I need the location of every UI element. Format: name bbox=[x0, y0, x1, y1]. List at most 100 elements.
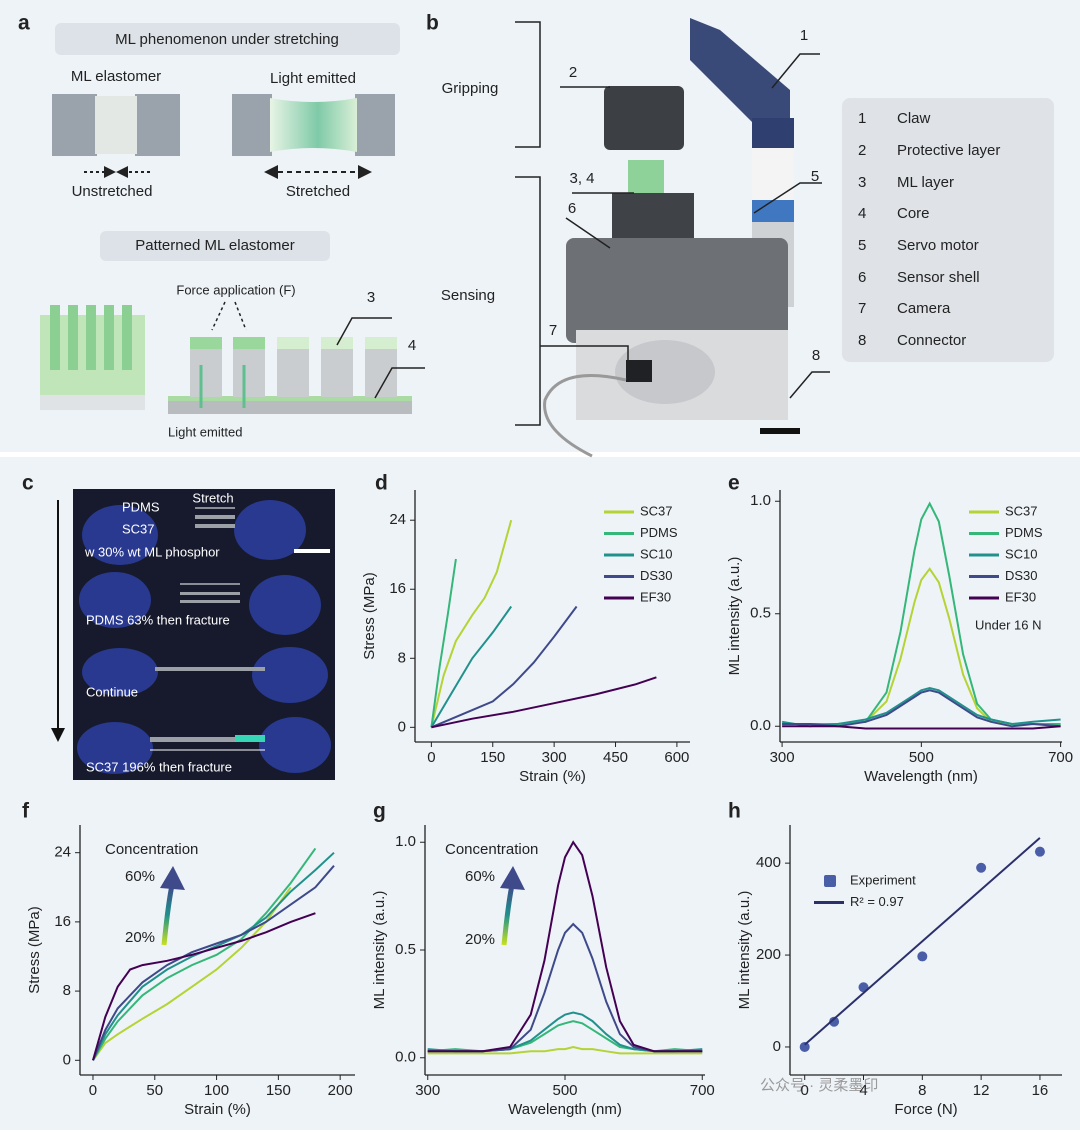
panel-label: a bbox=[18, 12, 30, 35]
label: Force application (F) bbox=[176, 282, 295, 297]
callout: 6 bbox=[568, 200, 576, 217]
annotation: Concentration bbox=[105, 841, 198, 858]
y-tick-label: 8 bbox=[63, 982, 71, 999]
bracket bbox=[515, 21, 541, 426]
legend-box bbox=[842, 98, 1054, 362]
ml-layer bbox=[628, 160, 664, 194]
protective-layer bbox=[604, 86, 684, 150]
y-tick-label: 0.0 bbox=[395, 1049, 416, 1066]
y-axis-label: ML intensity (a.u.) bbox=[736, 891, 753, 1010]
comb bbox=[190, 337, 397, 408]
y-tick-label: 0.0 bbox=[750, 717, 771, 734]
base-top bbox=[566, 238, 788, 343]
panel-label: b bbox=[426, 12, 439, 35]
watermark: 公众号 · 灵柔墨印 bbox=[760, 1077, 878, 1094]
x-tick-label: 600 bbox=[664, 749, 689, 766]
chart: e 300 500 700 0.0 0.5 1.0 Wavelength (nm) ML int… bbox=[726, 472, 1073, 785]
x-tick-label: 12 bbox=[973, 1082, 990, 1099]
pillar-base bbox=[40, 395, 145, 410]
panel-b: b Gripping Sensing 1 2 3, 4 5 6 7 8 1 Cla… bbox=[426, 12, 1054, 458]
line bbox=[92, 847, 317, 1061]
x-axis-label: Wavelength (nm) bbox=[508, 1101, 622, 1118]
label: Unstretched bbox=[72, 183, 153, 200]
divider bbox=[0, 452, 1080, 457]
line bbox=[782, 725, 1061, 730]
legend-name: ML layer bbox=[897, 174, 954, 191]
legend-name: Connector bbox=[897, 332, 966, 349]
line bbox=[431, 605, 578, 729]
x-tick-label: 700 bbox=[1048, 749, 1073, 766]
x-tick-label: 50 bbox=[146, 1082, 163, 1099]
group-label: Gripping bbox=[442, 80, 499, 97]
legend-label: PDMS bbox=[1005, 525, 1043, 540]
y-tick-label: 16 bbox=[54, 913, 71, 930]
claw bbox=[752, 118, 794, 148]
header: Patterned ML elastomer bbox=[135, 237, 295, 254]
annotation: 20% bbox=[465, 931, 495, 948]
y-tick-label: 0 bbox=[63, 1051, 71, 1068]
legend-num: 1 bbox=[858, 110, 866, 127]
core bbox=[168, 400, 412, 414]
panel-label: f bbox=[22, 800, 30, 823]
y-tick-label: 24 bbox=[389, 511, 406, 528]
y-tick-label: 0 bbox=[398, 718, 406, 735]
legend-num: 2 bbox=[858, 142, 866, 159]
y-tick-label: 8 bbox=[398, 649, 406, 666]
x-tick-label: 0 bbox=[427, 749, 435, 766]
x-axis-label: Strain (%) bbox=[184, 1101, 251, 1118]
y-tick-label: 0 bbox=[773, 1038, 781, 1055]
x-tick-label: 16 bbox=[1032, 1082, 1049, 1099]
x-tick-label: 200 bbox=[328, 1082, 353, 1099]
x-tick-label: 8 bbox=[918, 1082, 926, 1099]
arrow bbox=[150, 507, 265, 751]
line bbox=[427, 1045, 703, 1055]
arrow bbox=[211, 301, 247, 331]
y-tick-label: 16 bbox=[389, 580, 406, 597]
x-tick-label: 0 bbox=[801, 1082, 809, 1099]
legend-name: Claw bbox=[897, 110, 931, 127]
arrowhead bbox=[51, 728, 65, 742]
arrowhead bbox=[104, 166, 128, 178]
y-axis-label: Stress (MPa) bbox=[26, 906, 43, 994]
callout: 3 bbox=[367, 289, 375, 306]
y-axis-label: ML intensity (a.u.) bbox=[726, 557, 743, 676]
label: Continue bbox=[86, 684, 138, 699]
label: PDMS bbox=[122, 499, 160, 514]
x-tick-label: 700 bbox=[690, 1082, 715, 1099]
clamp bbox=[52, 94, 97, 156]
legend-label: PDMS bbox=[640, 525, 678, 540]
panel-label: d bbox=[375, 472, 388, 495]
callout: 7 bbox=[549, 322, 557, 339]
legend-num: 3 bbox=[858, 174, 866, 191]
label: SC37 196% then fracture bbox=[86, 759, 232, 774]
annotation: 60% bbox=[125, 868, 155, 885]
gloves bbox=[77, 500, 331, 774]
line bbox=[782, 689, 1061, 728]
x-axis-label: Wavelength (nm) bbox=[864, 768, 978, 785]
panel-a: a ML phenomenon under stretching ML elas… bbox=[18, 12, 425, 439]
panel-label: g bbox=[373, 800, 386, 823]
y-axis-label: Stress (MPa) bbox=[361, 572, 378, 660]
label: ML elastomer bbox=[71, 68, 161, 85]
legend-label: EF30 bbox=[1005, 589, 1036, 604]
panel-label: h bbox=[728, 800, 741, 823]
callout: 2 bbox=[569, 64, 577, 81]
line bbox=[92, 912, 316, 1061]
annotation: 20% bbox=[125, 929, 155, 946]
x-axis-label: Force (N) bbox=[894, 1101, 957, 1118]
legend-num: 6 bbox=[858, 269, 866, 286]
line bbox=[430, 558, 457, 728]
line bbox=[431, 676, 657, 729]
label: SC37 bbox=[122, 521, 155, 536]
y-tick-label: 1.0 bbox=[395, 833, 416, 850]
y-tick-label: 0.5 bbox=[395, 941, 416, 958]
x-tick-label: 300 bbox=[770, 749, 795, 766]
y-tick-label: 0.5 bbox=[750, 605, 771, 622]
annotation: 60% bbox=[465, 868, 495, 885]
group-label: Sensing bbox=[441, 287, 495, 304]
line bbox=[427, 840, 703, 1053]
film bbox=[95, 96, 137, 154]
callout: 1 bbox=[800, 27, 808, 44]
y-tick-label: 400 bbox=[756, 854, 781, 871]
